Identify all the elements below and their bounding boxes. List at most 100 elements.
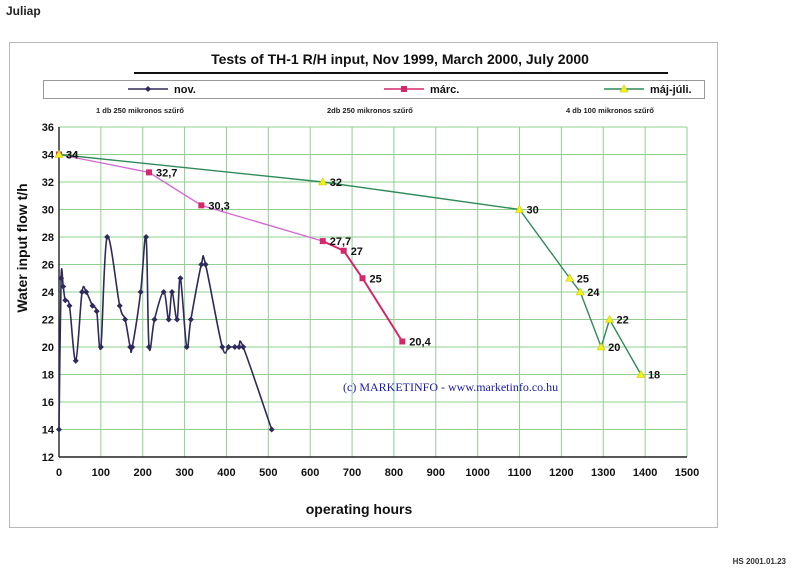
data-point	[151, 316, 158, 323]
data-label: 34	[66, 150, 79, 162]
data-point	[399, 338, 406, 345]
data-point	[93, 308, 100, 315]
data-label: 27	[351, 246, 363, 258]
y-tick-label: 34	[42, 150, 55, 162]
x-tick-label: 500	[259, 467, 277, 479]
legend-marker	[401, 86, 407, 92]
y-tick-label: 24	[42, 287, 55, 299]
data-point	[340, 247, 347, 254]
data-point	[187, 316, 194, 323]
x-tick-label: 400	[217, 467, 235, 479]
x-tick-label: 1000	[465, 467, 489, 479]
x-tick-label: 300	[175, 467, 193, 479]
data-point	[89, 302, 96, 309]
data-label: 32	[330, 177, 342, 189]
data-point	[319, 238, 326, 245]
y-tick-label: 16	[42, 397, 54, 409]
data-label: 20	[608, 342, 620, 354]
y-tick-label: 36	[42, 122, 54, 134]
data-point	[318, 177, 328, 186]
watermark: (c) MARKETINFO - www.marketinfo.co.hu	[343, 380, 559, 394]
data-point	[97, 344, 104, 350]
y-tick-label: 22	[42, 315, 54, 327]
data-point	[177, 275, 184, 282]
footer-code: HS 2001.01.23	[732, 557, 786, 566]
data-point	[146, 344, 153, 350]
series-line-marc	[58, 153, 323, 242]
corner-label: Juliap	[6, 4, 41, 18]
data-point	[202, 261, 209, 268]
data-point	[575, 287, 585, 296]
data-point	[198, 202, 205, 209]
data-label: 30	[527, 205, 539, 217]
legend	[43, 80, 705, 99]
data-point	[72, 357, 79, 364]
data-point	[116, 302, 123, 309]
data-label: 25	[370, 273, 382, 285]
data-point	[165, 316, 172, 323]
y-axis-label: Water input flow t/h	[14, 183, 30, 313]
x-tick-label: 0	[56, 467, 62, 479]
x-tick-label: 600	[301, 467, 319, 479]
data-point	[198, 261, 205, 268]
data-point	[359, 275, 366, 282]
data-point	[565, 273, 575, 282]
data-label: 30,3	[208, 200, 229, 212]
data-label: 18	[648, 370, 660, 382]
data-point	[268, 426, 275, 433]
data-point	[169, 289, 176, 295]
x-tick-label: 800	[385, 467, 403, 479]
y-tick-label: 18	[42, 370, 54, 382]
data-point	[54, 149, 64, 158]
data-label: 24	[587, 287, 600, 299]
data-point	[60, 283, 67, 290]
data-point	[515, 204, 525, 213]
data-point	[596, 342, 606, 351]
data-point	[240, 344, 247, 350]
data-point	[605, 314, 615, 323]
series-line-marc	[322, 240, 404, 343]
data-point	[79, 289, 86, 295]
data-point	[636, 369, 646, 378]
x-tick-label: 1300	[591, 467, 615, 479]
title-underline	[134, 72, 668, 74]
data-point	[225, 344, 232, 350]
data-label: 27,7	[330, 236, 351, 248]
chart-title: Tests of TH-1 R/H input, Nov 1999, March…	[211, 51, 589, 67]
data-label: 32,7	[156, 167, 177, 179]
y-tick-label: 30	[42, 205, 54, 217]
x-tick-label: 1500	[675, 467, 699, 479]
data-point	[122, 316, 129, 323]
legend-label: márc.	[430, 84, 459, 96]
data-label: 20,4	[409, 337, 431, 349]
y-tick-label: 12	[42, 452, 54, 464]
data-point	[83, 289, 90, 295]
x-tick-label: 1400	[633, 467, 657, 479]
data-point	[160, 289, 167, 295]
legend-marker	[145, 86, 151, 92]
data-point	[62, 297, 69, 304]
data-point	[104, 234, 111, 240]
x-tick-label: 900	[427, 467, 445, 479]
legend-marker	[619, 84, 629, 93]
y-tick-label: 14	[42, 425, 55, 437]
y-tick-label: 26	[42, 260, 54, 272]
x-tick-label: 700	[343, 467, 361, 479]
phase-note-1: 1 db 250 mikronos szűrő	[96, 106, 184, 115]
y-tick-label: 28	[42, 232, 54, 244]
data-point	[143, 234, 150, 240]
data-point	[129, 344, 136, 350]
data-point	[174, 316, 181, 323]
data-point	[236, 344, 243, 350]
phase-note-3: 4 db 100 mikronos szűrő	[566, 106, 654, 115]
x-tick-label: 1200	[549, 467, 573, 479]
y-tick-label: 32	[42, 177, 54, 189]
phase-note-2: 2db 250 mikronos szűrő	[327, 106, 413, 115]
data-point	[66, 302, 73, 309]
x-tick-label: 100	[92, 467, 110, 479]
data-label: 25	[577, 273, 589, 285]
data-point	[146, 169, 153, 176]
data-point	[219, 344, 226, 350]
legend-label: nov.	[174, 84, 196, 96]
